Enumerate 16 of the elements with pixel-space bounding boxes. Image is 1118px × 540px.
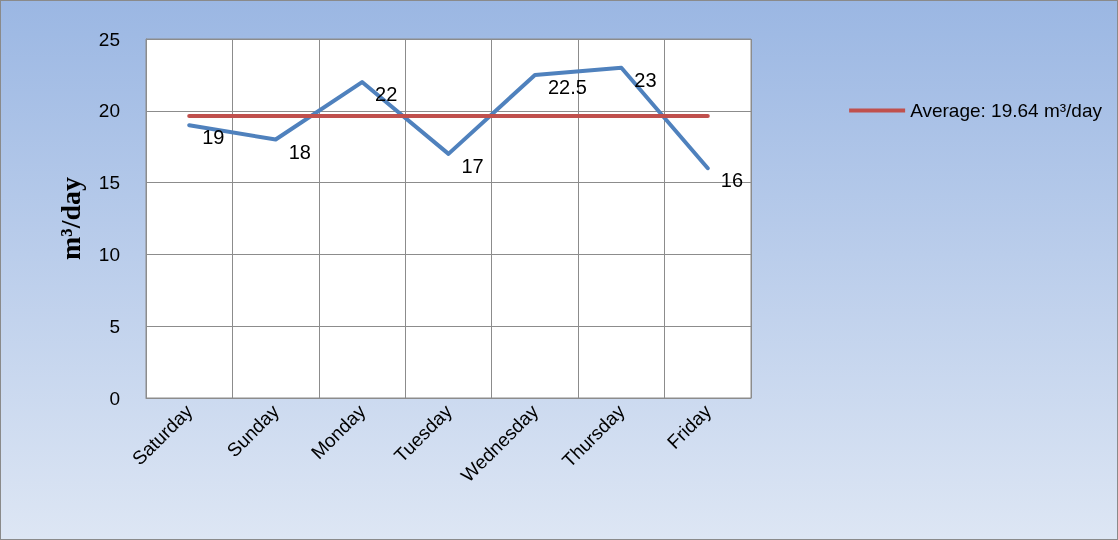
- data-label: 18: [288, 140, 311, 163]
- data-label: 17: [461, 154, 484, 177]
- data-label: 16: [720, 169, 744, 192]
- legend-label: Average: 19.64 m³/day: [910, 100, 1103, 121]
- y-tick-label: 20: [98, 100, 120, 122]
- data-label: 23: [634, 68, 657, 91]
- y-axis-title: m³/day: [54, 176, 86, 261]
- data-label: 22.5: [547, 75, 587, 98]
- y-tick-label: 15: [98, 172, 120, 194]
- y-tick-label: 5: [109, 315, 120, 337]
- data-label: 22: [375, 83, 398, 106]
- data-label: 19: [202, 126, 225, 149]
- y-tick-label: 25: [98, 28, 120, 50]
- y-tick-label: 10: [98, 243, 120, 265]
- line-series: [187, 65, 710, 171]
- y-tick-label: 0: [109, 387, 120, 409]
